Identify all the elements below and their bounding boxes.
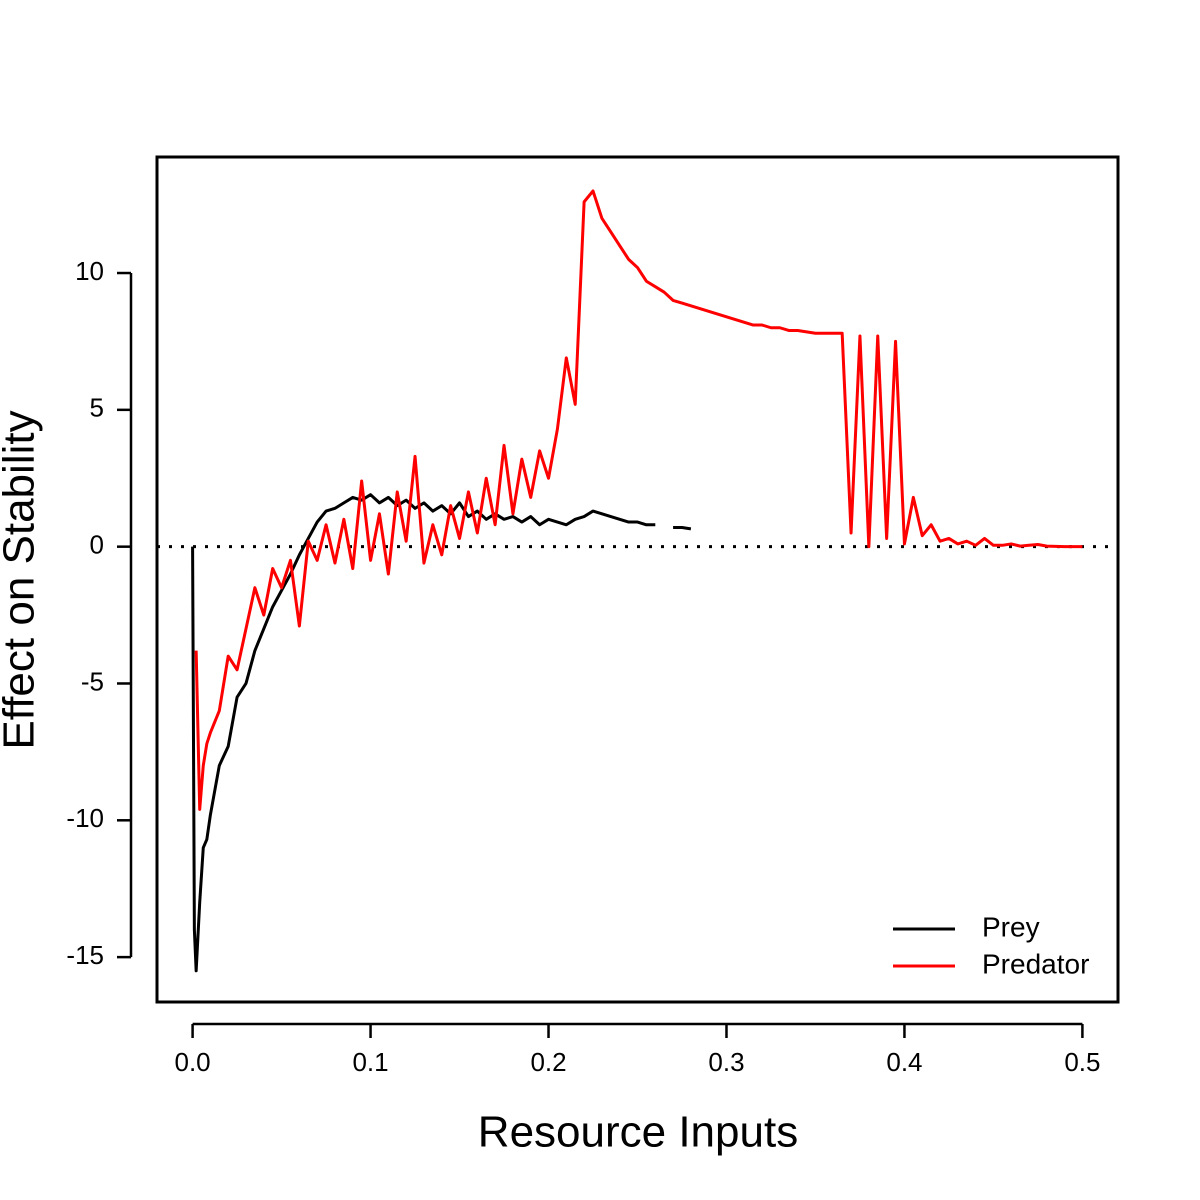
- x-tick-label: 0.0: [175, 1047, 211, 1077]
- y-tick-label: -15: [66, 940, 104, 970]
- x-tick-label: 0.2: [530, 1047, 566, 1077]
- legend-label: Predator: [982, 948, 1089, 979]
- series-line: [194, 189, 1083, 811]
- x-tick-label: 0.5: [1064, 1047, 1100, 1077]
- x-tick-label: 0.3: [708, 1047, 744, 1077]
- y-tick-label: -5: [81, 666, 104, 696]
- y-tick-label: 5: [90, 393, 104, 423]
- x-tick-label: 0.4: [886, 1047, 922, 1077]
- y-tick-label: 10: [75, 256, 104, 286]
- y-axis-title: Effect on Stability: [0, 410, 44, 749]
- series-line: [191, 493, 692, 973]
- x-axis-title: Resource Inputs: [478, 1108, 798, 1157]
- x-tick-label: 0.1: [352, 1047, 388, 1077]
- plot-frame: [155, 155, 1120, 1004]
- legend-label: Prey: [982, 911, 1040, 942]
- y-tick-label: -10: [66, 803, 104, 833]
- y-tick-label: 0: [90, 530, 104, 560]
